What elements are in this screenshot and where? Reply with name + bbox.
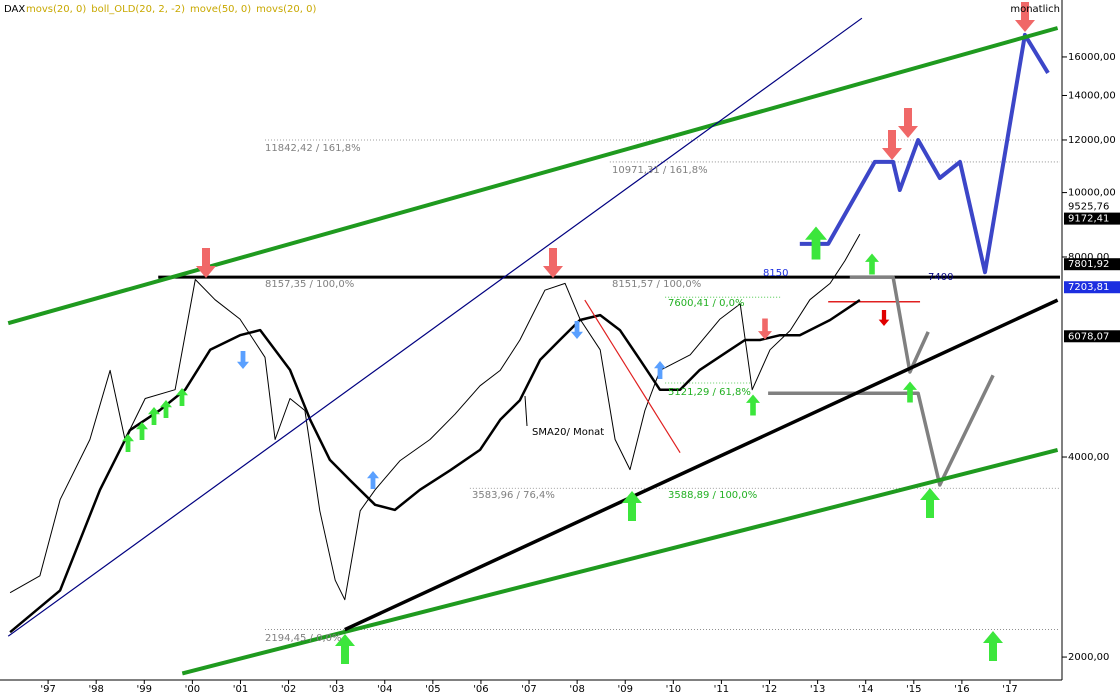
plot xyxy=(7,17,1060,676)
price-label-box xyxy=(1064,281,1120,294)
annotation-pointer xyxy=(524,395,528,427)
price-line xyxy=(9,299,861,634)
price-line xyxy=(9,233,861,601)
indicator-label: movs(20, 0) xyxy=(26,4,86,15)
annotation: 7600,41 / 0,0% xyxy=(668,298,744,309)
buy-arrow xyxy=(920,488,940,518)
annotation: 8150 xyxy=(763,268,788,279)
annotation: 8157,35 / 100,0% xyxy=(265,279,354,290)
price-label-box xyxy=(1064,200,1120,213)
x-tick-label: '14 xyxy=(858,684,873,695)
price-line xyxy=(849,275,930,374)
x-tick-label: '10 xyxy=(666,684,681,695)
x-tick-label: '09 xyxy=(617,684,632,695)
x-tick-label: '99 xyxy=(137,684,152,695)
price-line xyxy=(768,374,995,487)
y-tick-label: 14000,00 xyxy=(1068,90,1116,101)
x-tick-label: '02 xyxy=(281,684,296,695)
price-line xyxy=(7,17,863,637)
x-tick-label: '13 xyxy=(810,684,825,695)
annotation: 3583,96 / 76,4% xyxy=(472,490,555,501)
sell-arrow xyxy=(878,310,890,326)
signal-arrow xyxy=(237,351,249,369)
annotation: 3588,89 / 100,0% xyxy=(668,490,757,501)
period-label: monatlich xyxy=(1010,4,1060,15)
price-label: 9172,41 xyxy=(1068,214,1109,225)
price-line xyxy=(181,447,1059,676)
indicator-label: movs(20, 0) xyxy=(256,4,316,15)
sell-arrow xyxy=(543,248,563,278)
y-tick-label: 16000,00 xyxy=(1068,52,1116,63)
signal-arrow xyxy=(654,361,666,379)
chart-title: DAX xyxy=(4,4,25,15)
x-tick-label: '11 xyxy=(714,684,729,695)
x-tick-label: '07 xyxy=(521,684,536,695)
x-tick-label: '03 xyxy=(329,684,344,695)
buy-arrow xyxy=(983,631,1003,661)
x-tick-label: '98 xyxy=(88,684,103,695)
sell-arrow xyxy=(882,130,902,160)
price-label-box xyxy=(1064,330,1120,343)
price-label: 6078,07 xyxy=(1068,331,1109,342)
sell-arrow xyxy=(196,248,216,278)
x-tick-label: '97 xyxy=(40,684,55,695)
annotation: 10971,31 / 161,8% xyxy=(612,165,708,176)
annotation: 5121,29 / 61,8% xyxy=(668,387,751,398)
annotation: 2194,45 / 0,0% xyxy=(265,633,341,644)
price-line xyxy=(7,26,1059,326)
indicator-label: move(50, 0) xyxy=(190,4,251,15)
signal-arrow xyxy=(571,321,583,339)
x-tick-label: '17 xyxy=(1002,684,1017,695)
indicator-label: boll_OLD(20, 2, -2) xyxy=(91,4,185,15)
x-tick-label: '16 xyxy=(954,684,969,695)
signal-arrows xyxy=(122,2,1035,664)
x-tick-label: '04 xyxy=(377,684,392,695)
y-tick-label: 12000,00 xyxy=(1068,135,1116,146)
price-line xyxy=(584,299,681,454)
annotation: 11842,42 / 161,8% xyxy=(265,143,361,154)
price-line xyxy=(344,298,1059,632)
annotation: 8151,57 / 100,0% xyxy=(612,279,701,290)
x-tick-label: '12 xyxy=(762,684,777,695)
y-tick-label: 4000,00 xyxy=(1068,452,1109,463)
price-label: 7203,81 xyxy=(1068,282,1109,293)
price-label: 9525,76 xyxy=(1068,202,1109,213)
x-tick-label: '01 xyxy=(233,684,248,695)
x-tick-label: '00 xyxy=(185,684,200,695)
signal-arrow xyxy=(367,471,379,489)
price-label-box xyxy=(1064,212,1120,225)
x-tick-label: '06 xyxy=(473,684,488,695)
x-tick-label: '15 xyxy=(906,684,921,695)
price-label-box xyxy=(1064,258,1120,271)
annotation: 7400 xyxy=(928,272,953,283)
price-label: 7801,92 xyxy=(1068,259,1109,270)
sell-arrow xyxy=(898,108,918,138)
x-tick-label: '05 xyxy=(425,684,440,695)
annotation: SMA20/ Monat xyxy=(532,427,604,438)
x-tick-label: '08 xyxy=(569,684,584,695)
y-tick-label: 8000,00 xyxy=(1068,252,1109,263)
y-tick-label: 2000,00 xyxy=(1068,652,1109,663)
price-line xyxy=(799,32,1050,275)
buy-arrow xyxy=(865,253,879,275)
y-tick-label: 10000,00 xyxy=(1068,188,1116,199)
